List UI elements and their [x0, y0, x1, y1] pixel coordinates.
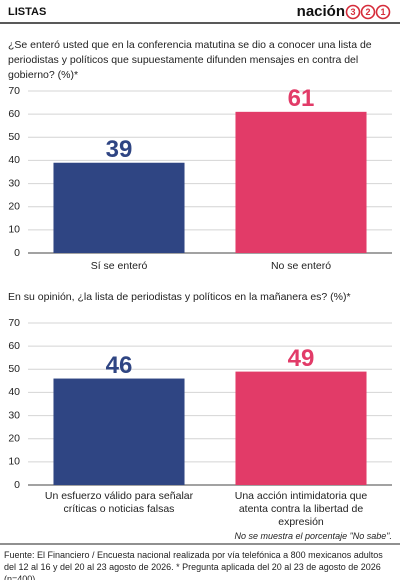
logo-digit: 2: [365, 7, 370, 17]
y-tick-label: 50: [8, 131, 20, 143]
value-label: 61: [288, 85, 315, 112]
chart-title: ¿Se enteró usted que en la conferencia m…: [8, 39, 372, 81]
y-tick-label: 20: [8, 200, 20, 212]
y-tick-label: 70: [8, 317, 20, 329]
logo-circle: [375, 4, 391, 20]
y-tick-label: 60: [8, 108, 20, 120]
y-tick-label: 20: [8, 432, 20, 444]
logo: nación: [297, 3, 345, 20]
note: No se muestra el porcentaje "No sabe".: [234, 531, 392, 541]
chart-title: En su opinión, ¿la lista de periodistas …: [8, 291, 351, 303]
y-tick-label: 10: [8, 456, 20, 468]
y-tick-label: 40: [8, 154, 20, 166]
logo-digit: 1: [380, 7, 385, 17]
bar: [235, 371, 367, 485]
y-tick-label: 10: [8, 224, 20, 236]
y-tick-label: 50: [8, 363, 20, 375]
logo-circle: [360, 4, 376, 20]
x-tick-label: Una acción intimidatoria que atenta cont…: [234, 490, 368, 528]
bar: [53, 378, 185, 485]
bar: [235, 111, 367, 253]
value-label: 49: [288, 345, 315, 372]
y-tick-label: 30: [8, 409, 20, 421]
logo-digit: 3: [350, 7, 355, 17]
y-tick-label: 0: [14, 479, 20, 491]
x-tick-label: No se enteró: [270, 260, 332, 272]
y-tick-label: 30: [8, 177, 20, 189]
section-label: LISTAS: [8, 6, 46, 18]
y-tick-label: 60: [8, 340, 20, 352]
logo-circle: [345, 4, 361, 20]
x-tick-label: Sí se enteró: [90, 260, 148, 272]
x-tick-label: Un esfuerzo válido para señalar críticas…: [44, 490, 194, 515]
value-label: 39: [106, 136, 133, 163]
value-label: 46: [106, 352, 133, 379]
y-tick-label: 70: [8, 85, 20, 97]
y-tick-label: 0: [14, 247, 20, 259]
bar: [53, 162, 185, 253]
y-tick-label: 40: [8, 386, 20, 398]
source: Fuente: El Financiero / Encuesta naciona…: [4, 550, 383, 580]
